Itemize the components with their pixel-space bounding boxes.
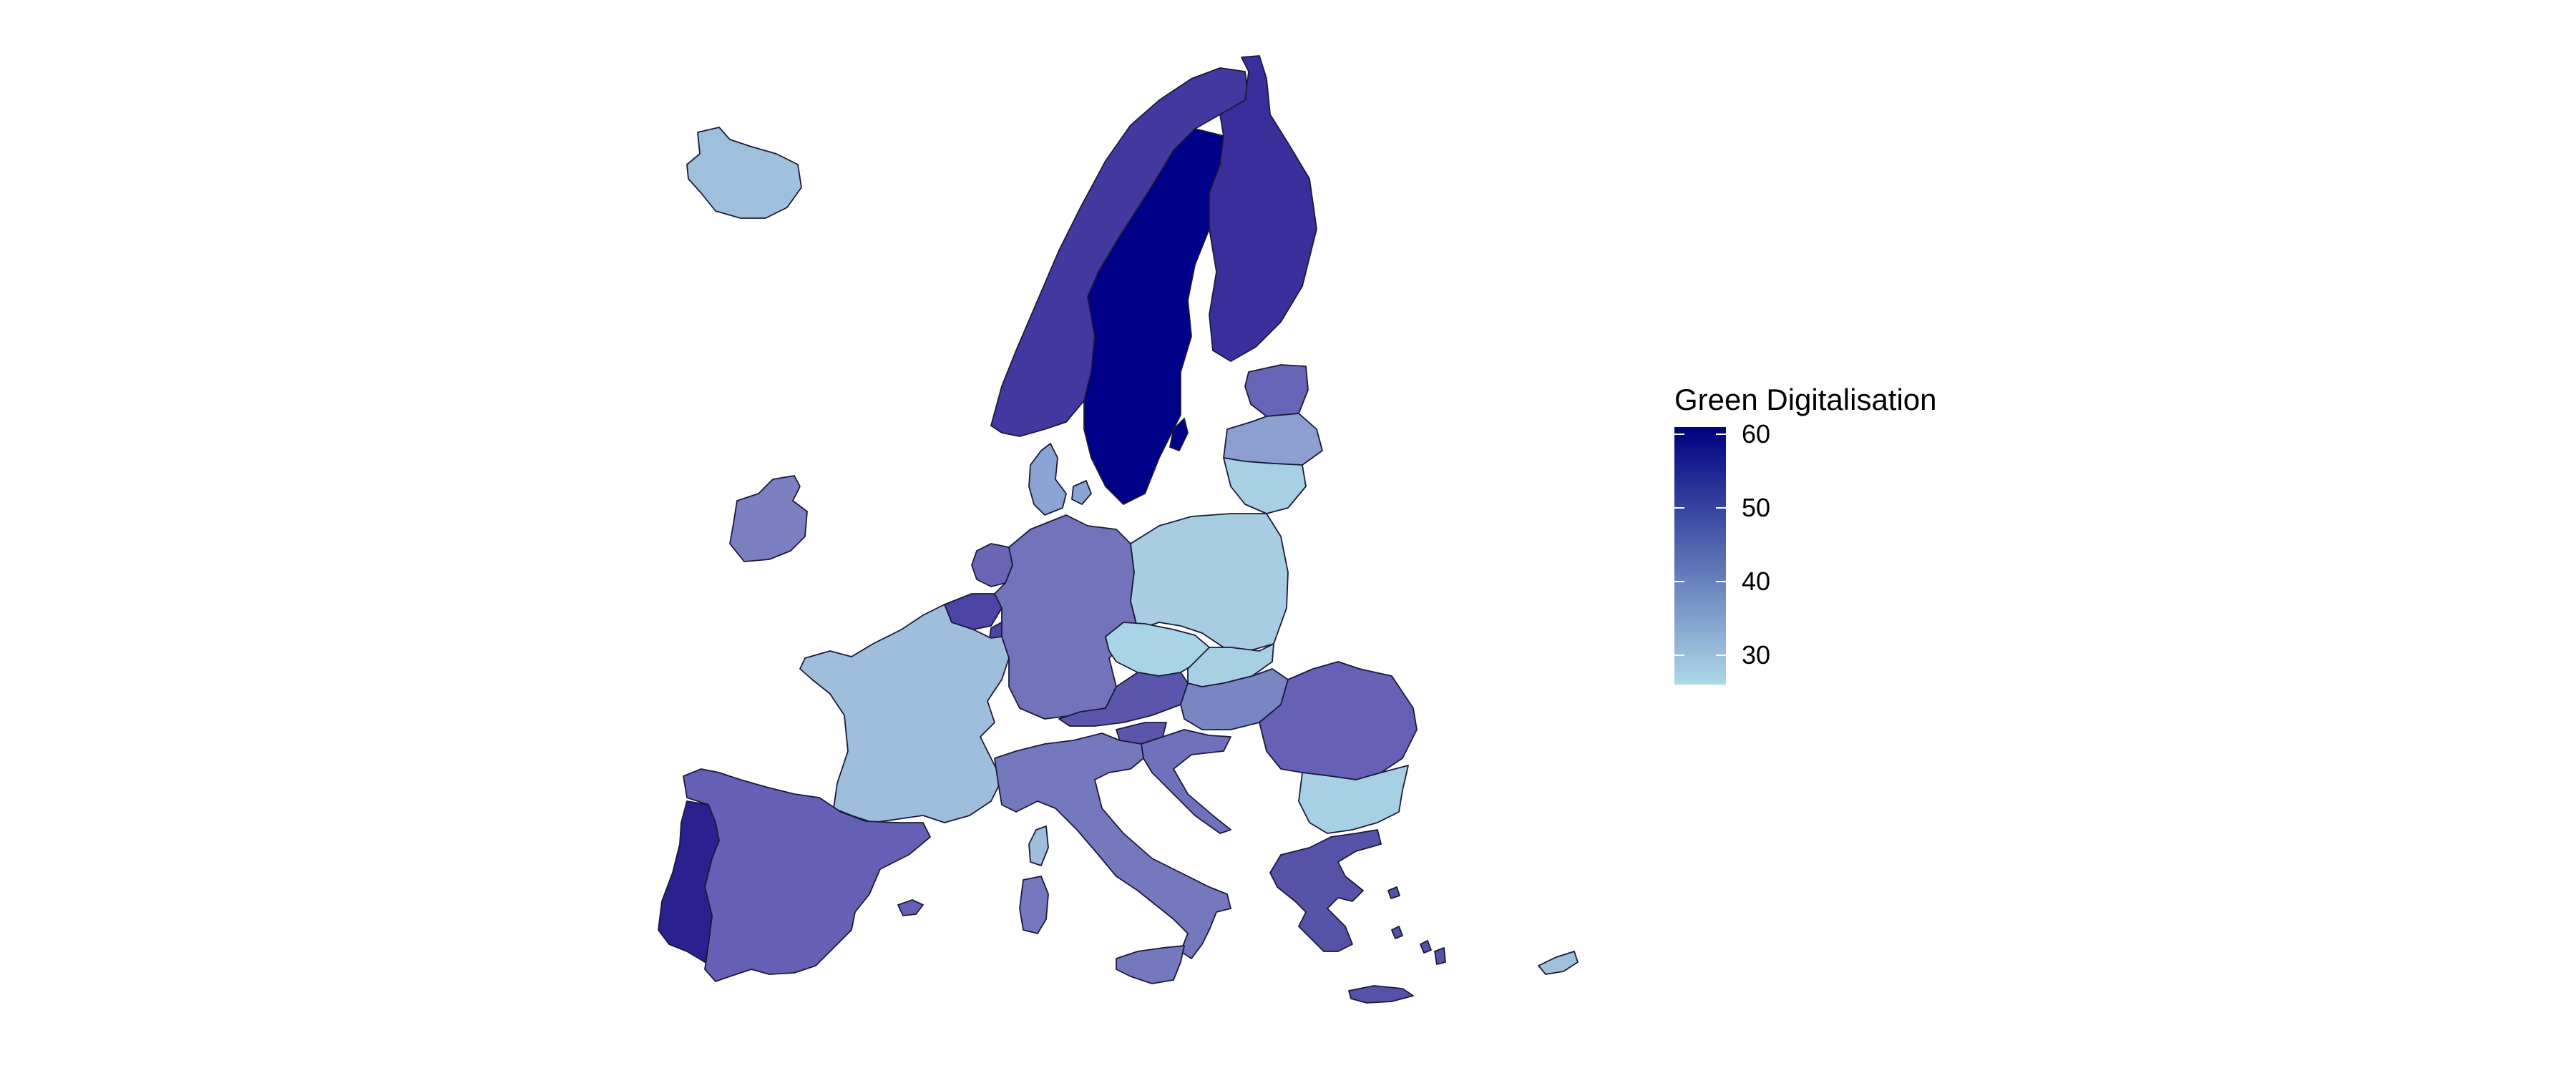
legend-tick-mark: [1716, 507, 1726, 509]
country-greece-islands-1: [1391, 926, 1403, 939]
country-iceland: [686, 127, 802, 219]
legend-gradient-rect: [1674, 427, 1726, 685]
country-greece-islands-2: [1420, 940, 1432, 954]
legend-tick-mark: [1674, 581, 1684, 582]
legend-tick-label: 60: [1742, 419, 1771, 449]
country-austria: [1058, 672, 1189, 727]
country-ireland: [729, 475, 808, 562]
country-cyprus: [1538, 951, 1579, 975]
country-france-corsica: [1028, 825, 1049, 866]
country-greece-crete: [1348, 985, 1414, 1004]
legend-body: 60 50 40 30: [1674, 421, 1937, 685]
country-italy: [994, 733, 1231, 959]
legend: Green Digitalisation 60 50 40 30: [1674, 383, 1937, 685]
country-greece-islands-3: [1434, 947, 1446, 965]
country-latvia: [1223, 413, 1323, 466]
legend-tick-mark: [1674, 654, 1684, 656]
legend-tick-mark: [1716, 654, 1726, 656]
country-france: [799, 604, 1010, 823]
country-estonia: [1244, 364, 1309, 417]
country-bulgaria: [1298, 765, 1409, 834]
country-italy-sicily: [1116, 945, 1185, 984]
country-romania: [1259, 661, 1418, 780]
country-finland: [1209, 55, 1317, 362]
legend-title: Green Digitalisation: [1674, 383, 1937, 416]
country-spain-balearic: [897, 899, 924, 916]
legend-tick-mark: [1674, 433, 1684, 436]
country-norway: [990, 67, 1249, 437]
country-greece-islands-4: [1387, 886, 1400, 899]
country-portugal: [658, 800, 720, 963]
legend-tick-mark: [1716, 581, 1726, 582]
country-greece: [1269, 829, 1382, 952]
country-italy-sardinia: [1019, 876, 1049, 934]
legend-tick-mark: [1674, 507, 1684, 509]
legend-color-bar: [1674, 427, 1726, 685]
country-lithuania: [1223, 457, 1307, 514]
country-sweden-gotland: [1169, 418, 1189, 451]
legend-tick-label: 30: [1742, 640, 1771, 670]
legend-tick-mark: [1716, 433, 1726, 436]
country-denmark: [1028, 443, 1067, 516]
country-denmark-zealand: [1071, 480, 1092, 505]
legend-tick-label: 50: [1742, 493, 1771, 523]
country-croatia: [1141, 729, 1231, 834]
legend-tick-label: 40: [1742, 567, 1771, 596]
